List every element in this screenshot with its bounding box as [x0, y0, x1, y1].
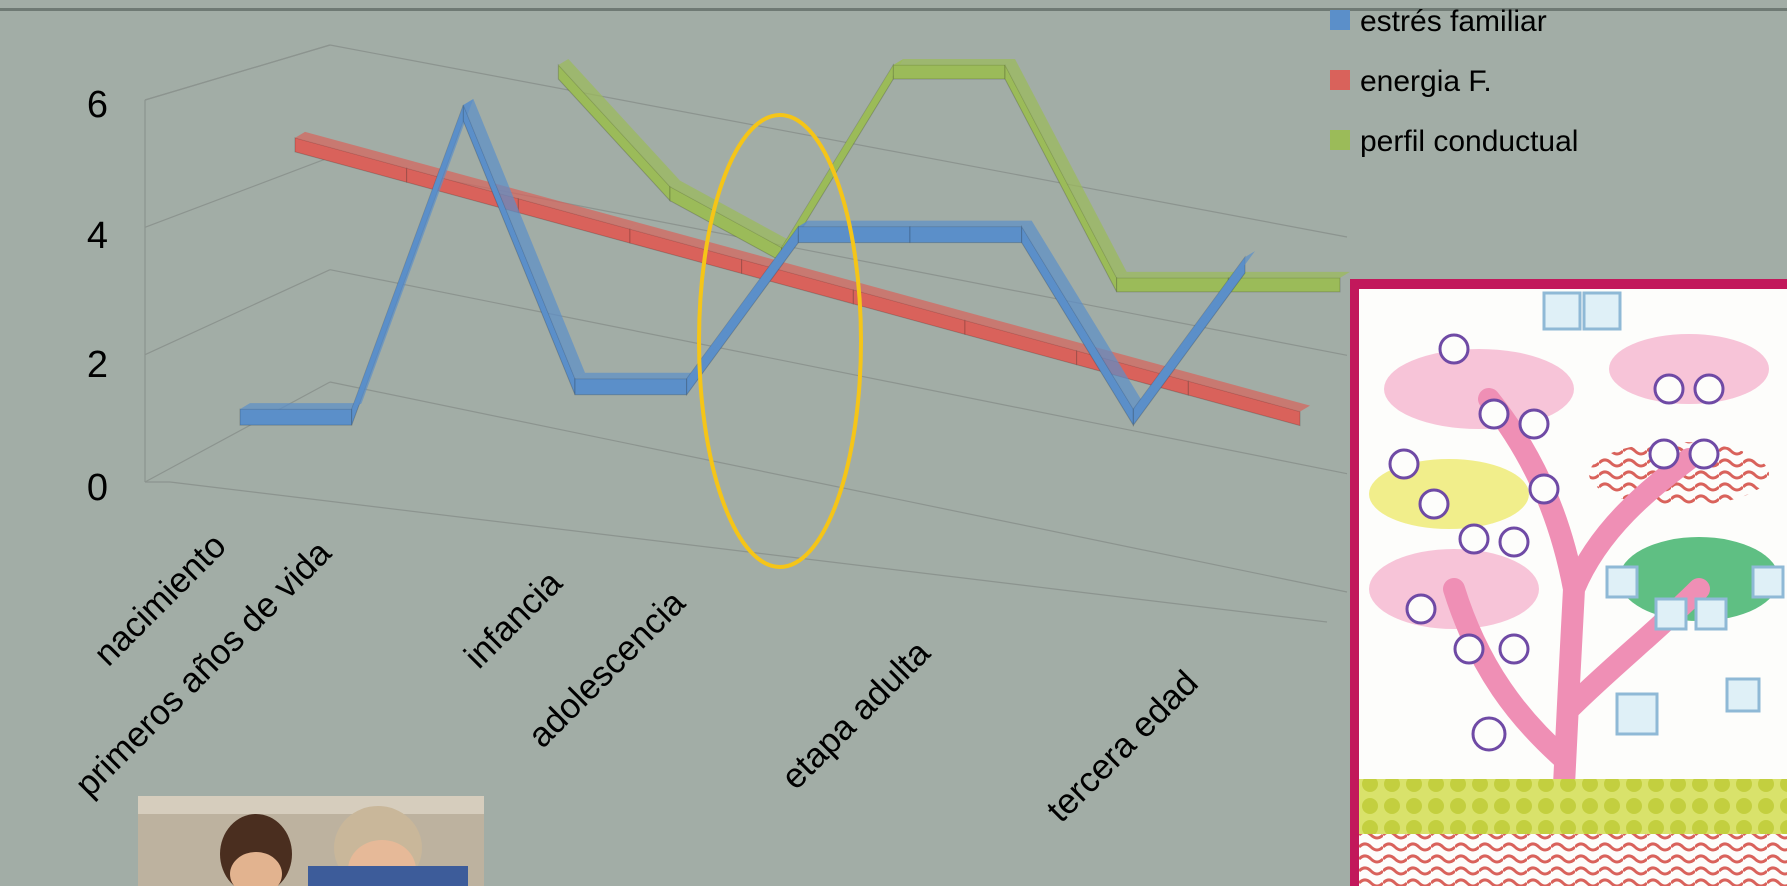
series-segment-top: [630, 223, 752, 260]
chart-series: [239, 59, 1350, 427]
gridline-side: [144, 381, 331, 483]
series-segment: [1116, 277, 1229, 293]
legend-label: perfil conductual: [1360, 125, 1578, 158]
gridline-side: [144, 269, 331, 356]
series-segment: [462, 104, 576, 395]
series-segment-top: [798, 220, 920, 227]
series-segment-top: [910, 220, 1032, 227]
series-segment: [1227, 277, 1341, 293]
series-segment-top: [686, 220, 809, 379]
series-segment-top: [893, 59, 1015, 65]
legend-label: estrés familiar: [1360, 5, 1547, 38]
family-tree-illustration: [1359, 289, 1787, 886]
series-segment-top: [351, 99, 474, 410]
x-tick-label: etapa adulta: [774, 633, 938, 797]
legend-swatch: [1330, 10, 1350, 30]
series-segment-top: [240, 403, 362, 410]
series-segment-top: [518, 192, 640, 230]
y-axis-ticks: 0 2 4 6: [87, 84, 108, 509]
series-segment-top: [1228, 271, 1350, 278]
legend-label: energia F.: [1360, 65, 1492, 98]
series-segment-top: [1133, 251, 1255, 410]
gridline-back: [329, 269, 1348, 475]
series-segment: [557, 63, 671, 202]
legend-swatch: [1330, 130, 1350, 150]
y-tick-label: 4: [87, 215, 108, 257]
family-tree-drawing: [1359, 291, 1787, 886]
wall-top-edge: [144, 44, 331, 101]
series-segment: [892, 64, 1006, 80]
series-0: [239, 99, 1255, 427]
top-rule: [0, 8, 1787, 11]
series-segment: [239, 408, 353, 426]
series-segment-top: [1005, 59, 1127, 278]
y-tick-label: 0: [87, 467, 108, 509]
series-segment-top: [463, 99, 585, 379]
y-tick-label: 2: [87, 344, 108, 386]
legend-swatch: [1330, 70, 1350, 90]
legend: estrés familiar energia F. perfil conductu…: [1330, 5, 1578, 158]
gridline-back: [329, 44, 1348, 238]
highlight-ellipse: [697, 113, 863, 569]
series-segment-top: [1021, 220, 1144, 410]
series-segment-top: [965, 314, 1087, 351]
series-segment-top: [670, 180, 792, 248]
y-tick-label: 6: [87, 84, 108, 126]
series-segment: [574, 378, 688, 396]
series-segment-top: [1188, 375, 1310, 412]
series-segment: [909, 226, 1023, 244]
series-segment-top: [781, 59, 904, 248]
series-segment-top: [1116, 271, 1239, 278]
series-2: [557, 59, 1350, 293]
gridline-back: [329, 381, 1348, 593]
chart-grid: [144, 44, 1348, 623]
gridline-side: [144, 156, 331, 228]
series-segment: [1004, 64, 1118, 293]
series-segment-top: [575, 372, 697, 379]
x-tick-label: tercera edad: [1039, 663, 1206, 830]
series-segment-top: [853, 283, 975, 321]
series-segment-top: [295, 131, 417, 169]
father-son-photo: [138, 796, 484, 886]
series-segment-top: [558, 59, 680, 187]
x-tick-label: infancia: [457, 563, 570, 676]
